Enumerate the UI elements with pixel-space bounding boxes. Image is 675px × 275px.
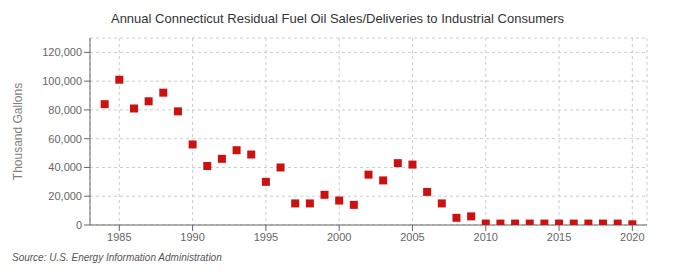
- svg-text:80,000: 80,000: [48, 104, 82, 116]
- svg-text:2010: 2010: [474, 231, 498, 243]
- svg-text:0: 0: [76, 219, 82, 231]
- svg-text:40,000: 40,000: [48, 161, 82, 173]
- html-text:Source: U.S. Energy Informatio: Source: U.S. Energy Information Administ…: [12, 252, 222, 263]
- svg-text:60,000: 60,000: [48, 133, 82, 145]
- svg-text:1990: 1990: [180, 231, 204, 243]
- svg-text:1985: 1985: [107, 231, 131, 243]
- svg-text:100,000: 100,000: [42, 75, 82, 87]
- svg-text:2000: 2000: [327, 231, 351, 243]
- svg-text:120,000: 120,000: [42, 46, 82, 58]
- svg-text:2015: 2015: [547, 231, 571, 243]
- svg-text:20,000: 20,000: [48, 190, 82, 202]
- svg-text:2005: 2005: [400, 231, 424, 243]
- html-text:Annual Connecticut Residual Fu: Annual Connecticut Residual Fuel Oil Sal…: [111, 11, 564, 26]
- svg-text:1995: 1995: [254, 231, 278, 243]
- svg-text:2020: 2020: [620, 231, 644, 243]
- svg-text:Thousand Gallons: Thousand Gallons: [11, 83, 25, 180]
